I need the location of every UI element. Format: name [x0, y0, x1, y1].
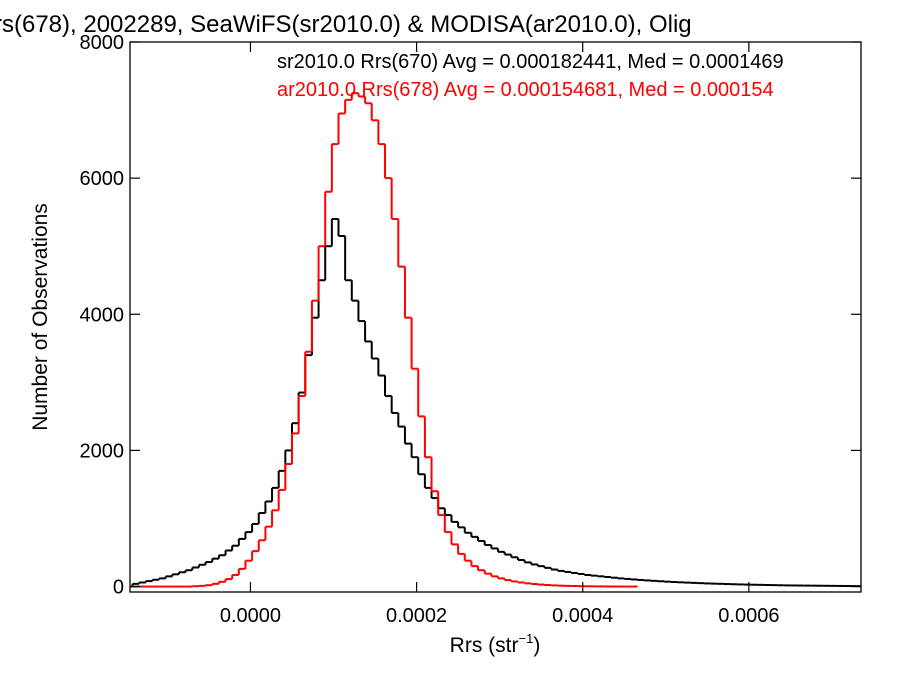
y-axis-title: Number of Observations — [29, 203, 52, 431]
series-layer — [130, 92, 861, 588]
plot-frame — [129, 41, 862, 593]
x-tick-label: 0.0002 — [386, 605, 447, 627]
series-1 — [130, 92, 638, 588]
x-axis-title-main: Rrs (str — [450, 634, 519, 657]
x-tick-label: 0.0000 — [220, 605, 281, 627]
x-axis-title: Rrs (str−1) — [450, 631, 541, 657]
legend-entry-black: sr2010.0 Rrs(670) Avg = 0.000182441, Med… — [277, 51, 784, 73]
legend-entry-red: ar2010.0 Rrs(678) Avg = 0.000154681, Med… — [277, 79, 774, 101]
x-tick-label: 0.0006 — [718, 605, 779, 627]
y-tick-label: 8000 — [80, 32, 125, 54]
chart-title: rs(678), 2002289, SeaWiFS(sr2010.0) & MO… — [0, 11, 692, 38]
y-tick-label: 0 — [113, 577, 124, 599]
axis-ticks: 0.0000 0.0002 0.0004 0.0006 0 2000 4000 6000 800… — [80, 32, 861, 627]
x-axis-title-end: ) — [533, 634, 540, 657]
y-tick-label: 6000 — [80, 168, 125, 190]
y-tick-label: 2000 — [80, 440, 125, 462]
series-0 — [130, 217, 861, 588]
x-tick-label: 0.0004 — [552, 605, 613, 627]
y-tick-label: 4000 — [80, 304, 125, 326]
x-axis-title-sup: −1 — [519, 631, 534, 646]
